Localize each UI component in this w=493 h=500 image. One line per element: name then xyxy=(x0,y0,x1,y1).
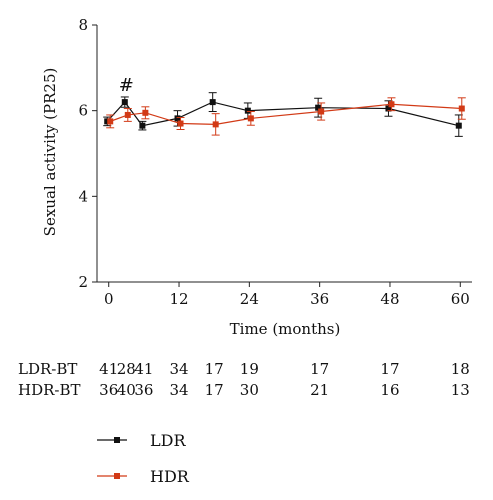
data-point-ldr xyxy=(209,99,216,106)
data-point-ldr xyxy=(121,99,128,106)
y-ticks: 2 4 6 8 xyxy=(78,16,97,291)
x-ticks: 0 12 24 36 48 60 xyxy=(104,282,470,308)
y-tick-label: 6 xyxy=(78,102,88,120)
table-cell: 17 xyxy=(310,360,329,378)
x-tick-label: 48 xyxy=(380,290,399,308)
table-cell: 30 xyxy=(240,381,259,399)
data-point-ldr xyxy=(139,122,146,129)
table-cell: 18 xyxy=(451,360,470,378)
x-tick-label: 0 xyxy=(104,290,114,308)
data-point-hdr xyxy=(212,121,219,128)
data-point-ldr xyxy=(174,115,181,122)
data-point-hdr xyxy=(458,105,465,112)
legend: LDR HDR xyxy=(97,431,190,486)
legend-marker-ldr xyxy=(114,437,120,443)
data-point-hdr xyxy=(142,109,149,116)
legend-marker-hdr xyxy=(114,473,120,479)
data-point-ldr xyxy=(244,107,251,114)
table-cell: 13 xyxy=(451,381,470,399)
y-tick-label: 2 xyxy=(78,273,88,291)
legend-label-ldr: LDR xyxy=(150,431,186,450)
data-point-hdr xyxy=(247,115,254,122)
y-tick-label: 8 xyxy=(78,16,88,34)
legend-label-hdr: HDR xyxy=(150,467,190,486)
x-axis-label: Time (months) xyxy=(230,320,341,338)
x-tick-label: 36 xyxy=(310,290,329,308)
x-tick-label: 60 xyxy=(451,290,470,308)
table-cell: 40 xyxy=(117,381,136,399)
data-point-hdr xyxy=(318,108,325,115)
table-cell: 17 xyxy=(205,381,224,399)
table-row-label: HDR-BT xyxy=(18,381,81,399)
table-cell: 41 xyxy=(134,360,153,378)
data-point-hdr xyxy=(177,120,184,127)
table-cell: 21 xyxy=(310,381,329,399)
data-point-ldr xyxy=(455,122,462,129)
data-point-hdr xyxy=(388,101,395,108)
table-cell: 41 xyxy=(99,360,118,378)
significance-marker: # xyxy=(119,75,134,96)
table-cell: 19 xyxy=(240,360,259,378)
data-point-hdr xyxy=(124,111,131,118)
series-ldr xyxy=(103,92,463,137)
axes xyxy=(96,25,472,283)
table-cell: 16 xyxy=(380,381,399,399)
series-hdr xyxy=(106,97,466,136)
table-cell: 34 xyxy=(169,360,188,378)
x-tick-label: 24 xyxy=(240,290,259,308)
data-point-ldr xyxy=(315,104,322,111)
table-cell: 36 xyxy=(134,381,153,399)
data-point-ldr xyxy=(385,105,392,112)
table-cell: 17 xyxy=(205,360,224,378)
table-cell: 17 xyxy=(380,360,399,378)
y-axis-label: Sexual activity (PR25) xyxy=(41,68,59,237)
table-row-label: LDR-BT xyxy=(18,360,77,378)
table-cell: 36 xyxy=(99,381,118,399)
data-point-hdr xyxy=(107,118,114,125)
series-layer xyxy=(103,92,466,137)
x-tick-label: 12 xyxy=(169,290,188,308)
y-tick-label: 4 xyxy=(78,187,88,205)
table-cell: 34 xyxy=(169,381,188,399)
table-cell: 28 xyxy=(117,360,136,378)
annotation-layer: # xyxy=(119,75,134,96)
